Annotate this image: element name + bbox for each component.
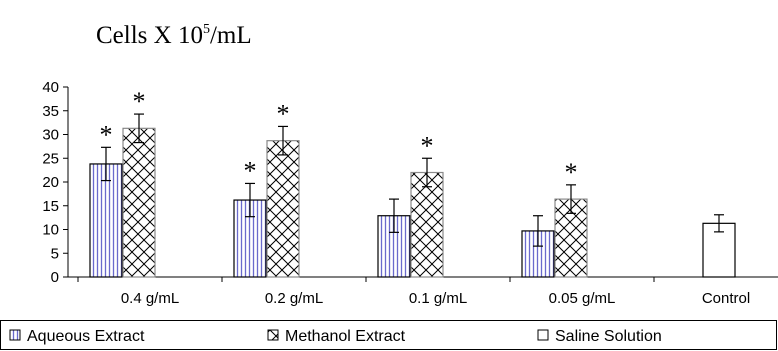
y-tick-label: 10 — [42, 222, 59, 239]
significance-marker: * — [277, 99, 290, 128]
legend-swatch — [9, 329, 21, 341]
y-tick-label: 35 — [42, 103, 59, 120]
legend-box — [0, 320, 777, 350]
y-tick-label: 15 — [42, 198, 59, 215]
y-tick-label: 20 — [42, 174, 59, 191]
bar-aqueous-extract — [89, 163, 123, 278]
x-category-label: 0.4 g/mL — [121, 290, 179, 307]
significance-marker: * — [565, 158, 578, 187]
x-category-label: 0.05 g/mL — [549, 290, 616, 307]
bar-methanol-extract — [266, 140, 300, 278]
y-axis-title-prefix: Cells X 10 — [96, 22, 203, 49]
significance-marker: * — [100, 120, 113, 149]
y-tick-label: 5 — [51, 245, 59, 262]
y-axis-title-superscript: 5 — [203, 22, 210, 37]
significance-marker: * — [244, 156, 257, 185]
bar-methanol-extract — [122, 127, 156, 278]
y-tick-label: 30 — [42, 127, 59, 144]
x-category-label: 0.1 g/mL — [409, 290, 467, 307]
legend-label: Saline Solution — [555, 328, 662, 345]
legend-label: Aqueous Extract — [27, 328, 145, 345]
y-axis-title-suffix: /mL — [210, 22, 252, 49]
y-axis-title: Cells X 105/mL — [96, 22, 252, 49]
significance-marker: * — [133, 87, 146, 116]
bar-methanol-extract — [410, 171, 444, 278]
significance-marker: * — [421, 131, 434, 160]
legend: Aqueous Extract Methanol Extract Saline So… — [0, 320, 777, 350]
x-category-label: Control — [702, 290, 750, 307]
bar-aqueous-extract — [377, 215, 411, 278]
y-tick-label: 40 — [42, 79, 59, 96]
legend-label: Methanol Extract — [285, 328, 406, 345]
y-tick-label: 25 — [42, 150, 59, 167]
legend-swatch — [537, 329, 549, 341]
y-tick-label: 0 — [51, 269, 59, 286]
x-category-label: 0.2 g/mL — [265, 290, 323, 307]
plot-area: 0 5 10 15 20 25 30 35 40 0.4 g/mL 0.2 g/mL 0.1 g/mL… — [42, 79, 778, 307]
legend-swatch — [267, 329, 279, 341]
